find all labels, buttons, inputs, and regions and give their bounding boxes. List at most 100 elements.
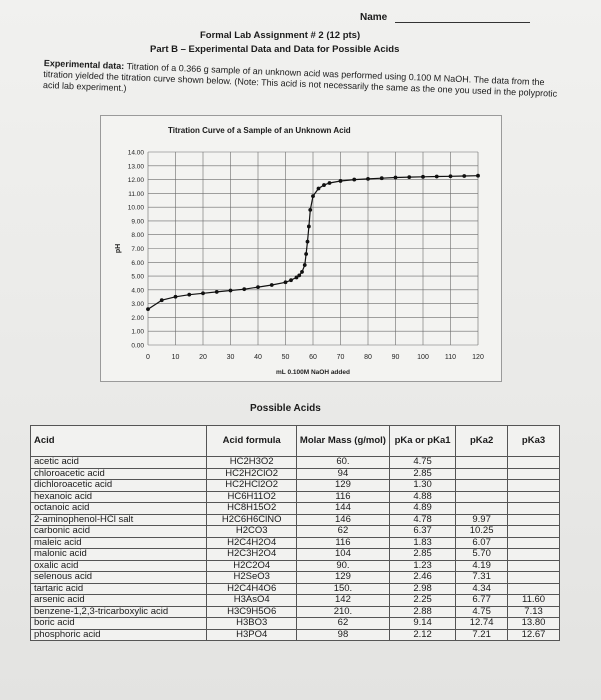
table-cell: 4.19 [455, 559, 509, 572]
table-cell: 146 [295, 513, 390, 526]
table-cell: 2.25 [388, 594, 457, 607]
x-tick-label: 90 [392, 354, 400, 361]
table-cell: 2.85 [388, 548, 457, 561]
table-cell: tartaric acid [29, 582, 208, 595]
data-point [294, 275, 299, 280]
table-row: malonic acid H2C3H2O4 104 2.85 5.70 [29, 548, 560, 561]
data-point [242, 287, 247, 292]
table-row: arsenic acid H3AsO4 142 2.25 6.77 11.60 [29, 594, 560, 607]
y-tick-label: 6.00 [131, 260, 144, 267]
table-cell: 62 [295, 617, 390, 630]
x-tick-label: 20 [199, 354, 207, 361]
assignment-title: Formal Lab Assignment # 2 (12 pts) [200, 30, 361, 41]
table-cell: 13.80 [507, 617, 560, 630]
y-tick-label: 5.00 [131, 274, 144, 281]
table-cell: H2SeO3 [206, 571, 297, 584]
table-cell: 7.21 [455, 628, 509, 641]
table-cell: dichloroacetic acid [29, 479, 208, 492]
table-row: maleic acid H2C4H2O4 116 1.83 6.07 [29, 536, 560, 549]
table-cell: carbonic acid [29, 525, 208, 538]
x-tick-label: 110 [445, 354, 456, 361]
data-point [338, 179, 343, 183]
name-label: Name [360, 12, 388, 23]
y-tick-label: 2.00 [131, 315, 144, 322]
table-cell: 12.74 [455, 617, 509, 630]
table-cell: maleic acid [29, 536, 208, 549]
table-cell: 11.60 [507, 594, 560, 607]
table-cell: 12.67 [507, 628, 560, 641]
table-title: Possible Acids [250, 403, 321, 414]
table-cell: H2C4H2O4 [206, 536, 297, 549]
part-title: Part B – Experimental Data and Data for … [150, 44, 400, 55]
table-cell: H2C4H4O6 [206, 582, 297, 595]
table-cell: 2.88 [388, 605, 457, 618]
y-tick-label: 3.00 [131, 301, 144, 308]
table-cell: H2C2O4 [206, 559, 297, 572]
table-cell: 6.37 [388, 525, 457, 538]
table-cell: 5.70 [455, 548, 509, 561]
table-row: tartaric acid H2C4H4O6 150. 2.98 4.34 [29, 582, 560, 595]
x-tick-label: 30 [227, 354, 235, 361]
y-tick-label: 0.00 [131, 343, 144, 350]
table-cell: 7.31 [455, 571, 509, 584]
table-cell: malonic acid [29, 548, 208, 561]
column-header: pKa2 [455, 425, 509, 457]
y-tick-label: 12.00 [128, 177, 145, 184]
data-point [306, 224, 311, 229]
table-cell: hexanoic acid [29, 490, 208, 503]
data-point [302, 263, 307, 267]
column-header: pKa or pKa1 [388, 425, 457, 457]
table-header-row: Acid Acid formula Molar Mass (g/mol) pKa or… [29, 425, 560, 457]
data-point [393, 175, 398, 180]
table-cell: 144 [295, 502, 390, 515]
table-row: hexanoic acid HC6H11O2 116 4.88 [29, 490, 560, 503]
table-cell: 4.78 [388, 513, 457, 526]
table-cell: 1.83 [388, 536, 457, 549]
table-row: boric acid H3BO3 62 9.14 12.74 13.80 [29, 617, 560, 630]
table-cell: 10.25 [455, 525, 509, 538]
table-cell: 150. [295, 582, 390, 595]
table-cell: 1.23 [388, 559, 457, 572]
x-tick-label: 60 [309, 354, 317, 361]
table-cell: 98 [295, 628, 390, 641]
table-cell: HC6H11O2 [206, 490, 297, 503]
y-axis-label: pH [115, 244, 122, 253]
table-cell: 4.88 [388, 490, 457, 503]
table-cell: 4.34 [455, 582, 509, 595]
table-cell: 4.75 [455, 605, 509, 618]
table-cell: boric acid [29, 617, 208, 630]
table-cell: H3PO4 [206, 628, 297, 641]
table-row: carbonic acid H2CO3 62 6.37 10.25 [29, 525, 560, 538]
data-point [311, 194, 315, 199]
table-cell: HC2HCl2O2 [206, 479, 297, 492]
table-cell: 142 [295, 594, 390, 607]
y-tick-label: 10.00 [128, 205, 145, 212]
table-cell: HC2H3O2 [206, 456, 297, 469]
table-cell [507, 571, 560, 584]
x-tick-label: 80 [364, 354, 372, 361]
data-point [308, 208, 313, 212]
data-point [407, 175, 412, 179]
table-cell [455, 502, 509, 515]
y-tick-label: 4.00 [131, 287, 144, 294]
table-cell: selenous acid [29, 571, 208, 584]
table-cell: 90. [295, 559, 390, 572]
table-row: chloroacetic acid HC2H2ClO2 94 2.85 [29, 467, 560, 480]
table-cell: 2.12 [388, 628, 457, 641]
data-point [283, 280, 288, 285]
table-cell: 129 [295, 479, 390, 492]
table-row: octanoic acid HC8H15O2 144 4.89 [29, 502, 560, 515]
table-cell: 9.97 [455, 513, 509, 526]
table-cell: 7.13 [507, 605, 560, 618]
table-cell: 104 [295, 548, 390, 561]
table-cell [455, 490, 509, 503]
x-tick-label: 0 [146, 354, 150, 361]
table-cell [507, 456, 560, 469]
table-row: benzene-1,2,3-tricarboxylic acid H3C9H5O6… [29, 605, 560, 618]
table-cell [507, 548, 560, 561]
data-point [304, 252, 309, 256]
data-point [300, 270, 304, 274]
table-cell: arsenic acid [29, 594, 208, 607]
